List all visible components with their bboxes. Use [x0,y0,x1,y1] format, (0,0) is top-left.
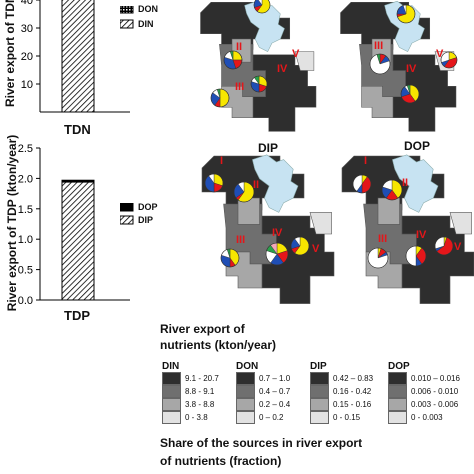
tdn-ytick-label: 10 [21,79,33,91]
legend-din-swatch [120,19,134,29]
map-title-dop: DOP [404,139,431,153]
tdn-chart: 10 20 30 40 [21,0,130,113]
tdp-ytick-label: 1.0 [18,234,33,246]
pie-slice [258,0,263,6]
region-label: V [454,241,462,253]
tdp-category-label: TDP [64,308,90,323]
legend-dip-swatch [120,215,134,225]
region-label: III [378,233,387,245]
pie-tl-iii [210,88,230,108]
pie-br-v [434,236,454,256]
region-label: I [364,155,367,167]
tdn-ytick-label: 30 [21,23,33,35]
share-title-line2: of nutrients (fraction) [160,454,282,468]
tdn-category-label: TDN [64,122,91,137]
legend-group-din: DIN 9.1 - 20.7 8.8 - 9.1 3.8 - 8.8 0 - 3… [162,361,219,424]
region-label: IV [416,229,427,241]
region-label: I [220,155,223,167]
pie-br-i [352,174,372,194]
region-label: V [292,48,300,60]
region-label: III [235,81,244,93]
legend-don-swatch [120,6,134,14]
pie-bl-ii [233,181,255,203]
legend-dop-label: DOP [138,202,158,212]
legend-don-label: DON [138,4,158,14]
tdp-ytick-label: 2.0 [18,173,33,185]
tdp-ytick-label: 0.5 [18,265,33,277]
pie-tr-v [440,51,458,69]
pie-tl-top [253,0,271,14]
tdp-ytick-label: 2.5 [18,143,33,155]
tdp-chart: 0.0 0.5 1.0 1.5 2.0 2.5 [18,143,130,307]
legend-group-don: DON 0.7 – 1.0 0.4 – 0.7 0.2 – 0.4 0 – 0.… [236,361,291,424]
pie-bl-iv [265,242,289,266]
tdn-ytick-label: 20 [21,51,33,63]
share-title-line1: Share of the sources in river export [160,436,363,450]
region-label: IV [277,63,288,75]
tdp-ytick-label: 1.5 [18,204,33,216]
pie-tl-ii [223,50,243,70]
tdp-bar-dop [61,179,95,183]
pie-tr-iii [369,53,391,75]
region-label: IV [406,63,417,75]
pie-tr-iv [400,84,420,104]
region-label: IV [272,227,283,239]
legend-title-line1: River export of [160,322,245,336]
pie-br-iii [367,247,389,269]
map-top-left [200,0,317,132]
pie-tl-iv [250,75,268,93]
pie-bl-i [204,173,224,193]
region-label: V [436,48,444,60]
tdp-legend-swatches [120,203,134,225]
legend-group-dip: DIP 0.42 – 0.83 0.16 - 0.42 0.15 - 0.16 … [310,361,374,424]
legend-dop-swatch [120,203,134,212]
region-label: II [253,179,259,191]
pie-br-iv [405,245,427,267]
region-label: III [236,234,245,246]
region-label: II [236,41,242,53]
legend-group-dop: DOP 0.010 – 0.016 0.006 - 0.010 0.003 - … [388,361,460,424]
tdn-ytick-label: 40 [21,0,33,7]
legend-title-line2: nutrients (kton/year) [160,338,277,352]
region-label: III [374,40,383,52]
region-label: II [402,177,408,189]
legend-din-label: DIN [138,19,154,29]
legend-dip-label: DIP [138,215,154,225]
tdp-bar-dip [61,181,95,301]
pie-tr-top [396,4,416,24]
pie-bl-iii [220,248,240,268]
pie-br-ii [381,179,403,201]
tdp-ytick-label: 0.0 [18,295,33,307]
map-bottom-left [201,154,335,304]
tdn-legend-swatches [120,6,134,29]
pie-bl-v [290,236,310,256]
region-label: V [312,243,320,255]
map-title-dip: DIP [258,141,279,155]
map-top-right [340,0,457,132]
tdn-bar-din [61,0,95,113]
